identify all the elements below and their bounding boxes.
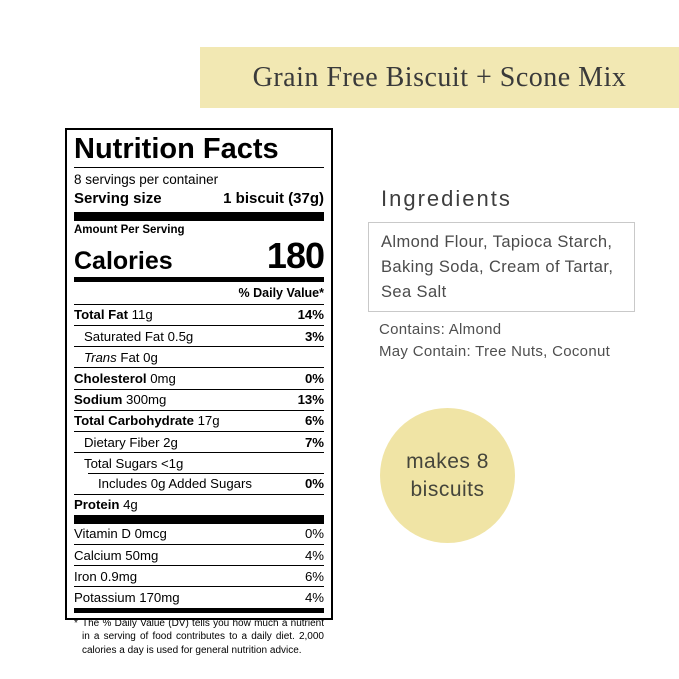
calories-value: 180 [266, 234, 325, 276]
nutrient-row: Saturated Fat 0.5g 3% [74, 325, 324, 346]
nutrient-name: Protein 4g [74, 497, 138, 513]
calories-label: Calories [74, 246, 173, 275]
divider-bar-medium [74, 276, 324, 282]
nutrient-row: Total Sugars <1g [74, 452, 324, 473]
nutrient-name: Calcium 50mg [74, 547, 159, 563]
nutrition-facts-title: Nutrition Facts [74, 133, 324, 169]
micronutrient-rows: Vitamin D 0mcg 0% Calcium 50mg 4% Iron 0.9mg… [74, 524, 324, 608]
ingredients-heading: Ingredients [381, 186, 512, 211]
serving-size-value: 1 biscuit (37g) [223, 190, 324, 208]
nutrient-daily-value: 0% [304, 475, 324, 491]
nutrient-row: Protein 4g [74, 493, 324, 515]
nutrient-name: Total Sugars <1g [84, 455, 184, 471]
nutrient-name: Dietary Fiber 2g [84, 434, 178, 450]
serving-size-label: Serving size [74, 190, 162, 208]
daily-value-footnote: * The % Daily Value (DV) tells you how m… [74, 613, 324, 658]
badge-text: makes 8 biscuits [406, 448, 489, 503]
nutrient-row: Potassium 170mg 4% [74, 586, 324, 607]
nutrient-name: Total Fat 11g [74, 307, 153, 323]
nutrient-daily-value: 7% [304, 434, 324, 450]
nutrient-row: Iron 0.9mg 6% [74, 565, 324, 586]
nutrient-daily-value: 4% [304, 547, 324, 563]
divider-bar-medium [74, 607, 324, 613]
calories-row: Calories 180 [74, 234, 325, 277]
nutrient-daily-value: 0% [304, 370, 324, 386]
nutrient-name: Includes 0g Added Sugars [98, 475, 252, 491]
nutrient-name: Total Carbohydrate 17g [74, 413, 220, 429]
nutrient-name: Vitamin D 0mcg [74, 526, 167, 542]
badge-line-2: biscuits [410, 477, 485, 501]
nutrient-row: Dietary Fiber 2g 7% [74, 431, 324, 452]
nutrient-row: Includes 0g Added Sugars 0% [74, 473, 324, 493]
makes-8-biscuits-badge: makes 8 biscuits [380, 408, 515, 543]
nutrient-name: Saturated Fat 0.5g [84, 328, 194, 344]
allergen-info: Contains: Almond May Contain: Tree Nuts,… [379, 319, 610, 363]
nutrient-daily-value: 6% [304, 568, 324, 584]
nutrient-daily-value: 6% [304, 413, 324, 429]
nutrient-name: Cholesterol 0mg [74, 370, 176, 386]
banner-title: Grain Free Biscuit + Scone Mix [252, 61, 627, 93]
nutrient-row: Calcium 50mg 4% [74, 544, 324, 565]
amount-per-serving-label: Amount Per Serving [74, 224, 185, 237]
nutrient-daily-value: 4% [304, 589, 324, 605]
nutrient-daily-value: 14% [297, 307, 324, 323]
footnote-asterisk: * [74, 617, 78, 629]
ingredients-list-box: Almond Flour, Tapioca Starch, Baking Sod… [368, 222, 635, 313]
nutrient-row: Total Carbohydrate 17g 6% [74, 409, 324, 431]
divider-bar-thick [74, 212, 324, 222]
nutrient-row: Trans Fat 0g [74, 346, 324, 367]
nutrient-row: Total Fat 11g 14% [74, 305, 324, 325]
nutrient-name: Iron 0.9mg [74, 568, 138, 584]
nutrient-name: Trans Fat 0g [84, 349, 158, 365]
nutrient-rows: Total Fat 11g 14% Saturated Fat 0.5g 3% Tran… [74, 305, 324, 515]
daily-value-header: % Daily Value* [74, 282, 324, 305]
divider-bar-thick [74, 514, 324, 524]
nutrient-row: Sodium 300mg 13% [74, 388, 324, 410]
footnote-text: The % Daily Value (DV) tells you how muc… [82, 617, 324, 656]
servings-per-container: 8 servings per container [74, 172, 219, 188]
nutrient-daily-value: 3% [304, 328, 324, 344]
nutrition-facts-label: Nutrition Facts 8 servings per container… [65, 128, 333, 656]
banner: Grain Free Biscuit + Scone Mix [200, 47, 679, 108]
nutrient-row: Cholesterol 0mg 0% [74, 367, 324, 388]
may-contain-line: May Contain: Tree Nuts, Coconut [379, 342, 611, 360]
serving-size-row: Serving size 1 biscuit (37g) [74, 189, 324, 212]
contains-line: Contains: Almond [379, 321, 502, 338]
nutrient-daily-value: 0% [304, 526, 324, 542]
nutrient-name: Potassium 170mg [74, 589, 180, 605]
badge-line-1: makes 8 [406, 450, 489, 474]
nutrient-daily-value: 13% [297, 392, 324, 408]
nutrient-name: Sodium 300mg [74, 392, 167, 408]
nutrient-row: Vitamin D 0mcg 0% [74, 524, 324, 544]
